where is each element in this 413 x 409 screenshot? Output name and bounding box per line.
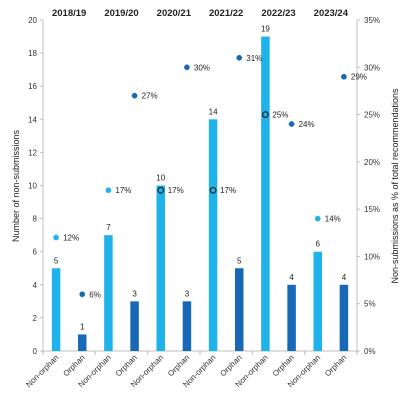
period-label: 2021/22	[209, 8, 243, 19]
percentage-label: 17%	[115, 186, 131, 195]
y-right-tick-label: 0%	[364, 347, 376, 356]
bar-value-label: 5	[54, 256, 59, 265]
bar	[235, 268, 244, 351]
percentage-point	[105, 187, 112, 194]
percentage-point	[53, 234, 59, 241]
bar-value-label: 5	[237, 256, 242, 265]
percentage-label: 25%	[272, 111, 288, 120]
y-left-tick-label: 6	[33, 248, 38, 257]
bar	[104, 235, 113, 351]
period-label: 2018/19	[52, 8, 86, 19]
bar-value-label: 3	[132, 289, 137, 298]
bar-value-label: 3	[185, 289, 190, 298]
bar	[156, 185, 165, 351]
x-category-label: Orphan	[323, 353, 348, 378]
period-label: 2019/20	[104, 8, 138, 19]
bar	[261, 36, 270, 352]
percentage-point	[184, 64, 190, 71]
y-left-tick-label: 2	[33, 314, 38, 323]
y-right-tick-label: 25%	[364, 111, 380, 120]
period-label: 2022/23	[261, 8, 295, 19]
bar	[208, 119, 218, 351]
bar-value-label: 7	[106, 223, 111, 232]
labels: 024681012141618200%5%10%15%20%25%30%35%2…	[24, 8, 380, 389]
bar	[78, 334, 87, 351]
y-right-tick-label: 10%	[364, 252, 380, 261]
y-left-tick-label: 0	[33, 347, 38, 356]
y-left-tick-label: 16	[28, 82, 37, 91]
points	[53, 54, 347, 298]
percentage-point	[157, 186, 165, 194]
percentage-label: 24%	[299, 120, 315, 129]
bar-value-label: 6	[316, 240, 321, 249]
period-label: 2020/21	[157, 8, 192, 19]
bar-value-label: 14	[209, 107, 218, 116]
y-axis-left-label: Number of non-submissions	[11, 129, 21, 242]
percentage-label: 30%	[194, 63, 210, 72]
y-right-tick-label: 20%	[364, 158, 380, 167]
bars	[51, 36, 349, 352]
percentage-point	[314, 215, 321, 222]
percentage-label: 27%	[142, 92, 158, 101]
percentage-label: 14%	[325, 215, 341, 224]
y-left-tick-label: 4	[33, 281, 38, 290]
bar	[51, 268, 61, 351]
y-right-tick-label: 5%	[364, 300, 376, 309]
x-category-label: Orphan	[61, 353, 86, 378]
y-left-tick-label: 10	[28, 182, 37, 191]
y-right-tick-label: 35%	[364, 16, 380, 25]
y-left-tick-label: 14	[28, 115, 37, 124]
bar-value-label: 1	[80, 322, 85, 331]
percentage-label: 17%	[220, 186, 236, 195]
bar-value-label: 10	[156, 174, 165, 183]
percentage-point	[209, 186, 217, 194]
y-left-tick-label: 12	[28, 148, 37, 157]
percentage-label: 17%	[168, 186, 184, 195]
period-label: 2023/24	[314, 8, 349, 19]
y-left-tick-label: 20	[28, 16, 37, 25]
percentage-label: 31%	[246, 54, 262, 63]
bar-value-label: 4	[342, 273, 347, 282]
x-category-label: Non-orphan	[24, 353, 60, 389]
percentage-point	[79, 291, 86, 298]
y-left-tick-label: 8	[33, 215, 38, 224]
y-axis-right-label: Non-submissions as % of total recommenda…	[390, 88, 400, 284]
x-category-label: Orphan	[271, 353, 296, 378]
y-left-tick-label: 18	[28, 49, 37, 58]
y-right-tick-label: 15%	[364, 205, 380, 214]
percentage-point	[236, 54, 243, 61]
axes	[40, 19, 360, 355]
bar-value-label: 4	[289, 273, 294, 282]
bar-value-label: 19	[261, 25, 270, 34]
bar	[339, 284, 349, 351]
x-category-label: Orphan	[166, 353, 191, 378]
percentage-label: 29%	[351, 73, 367, 82]
percentage-point	[262, 111, 269, 118]
bar	[287, 284, 296, 351]
percentage-point	[131, 92, 138, 99]
y-right-tick-label: 30%	[364, 63, 380, 72]
percentage-point	[288, 121, 295, 127]
bar	[130, 301, 139, 351]
x-category-label: Orphan	[218, 353, 243, 378]
percentage-label: 12%	[63, 234, 79, 243]
bar	[182, 301, 192, 351]
x-category-label: Orphan	[114, 353, 139, 378]
bar	[313, 251, 322, 351]
percentage-label: 6%	[89, 290, 101, 299]
percentage-point	[341, 73, 347, 80]
